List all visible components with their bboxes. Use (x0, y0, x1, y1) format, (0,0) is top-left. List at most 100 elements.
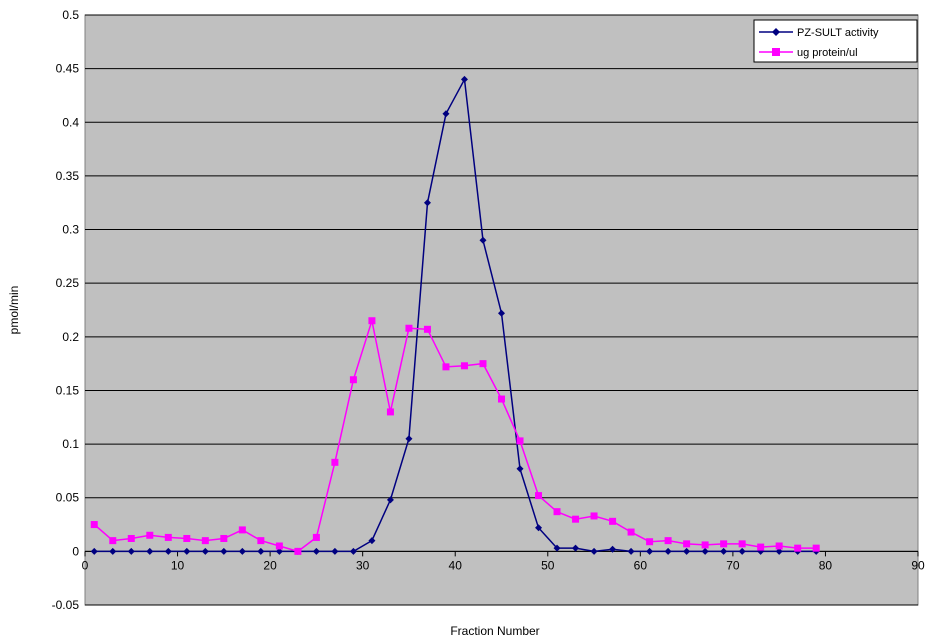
x-tick-label: 70 (726, 558, 740, 572)
data-point (460, 362, 468, 370)
data-point (757, 543, 765, 551)
data-point (183, 547, 191, 555)
data-point (423, 199, 431, 207)
data-point (312, 547, 320, 555)
data-point (683, 547, 691, 555)
data-point (664, 547, 672, 555)
data-point (405, 435, 413, 443)
x-tick-label: 60 (634, 558, 648, 572)
data-point (109, 547, 117, 555)
data-point (627, 528, 635, 536)
data-point (442, 110, 450, 118)
data-point (146, 531, 154, 539)
data-point (516, 465, 524, 473)
legend-box (753, 19, 918, 63)
data-point (498, 309, 505, 317)
x-tick-label: 30 (356, 558, 370, 572)
data-point (368, 537, 376, 545)
x-tick-label: 0 (82, 558, 89, 572)
data-point (627, 547, 635, 555)
data-point (442, 363, 450, 371)
y-tick-label: 0 (72, 544, 79, 558)
data-point (423, 325, 431, 333)
data-point (775, 547, 783, 555)
x-tick-label: 50 (541, 558, 555, 572)
legend: PZ-SULT activity ug protein/ul (753, 19, 918, 63)
data-point (201, 547, 209, 555)
data-point (220, 547, 228, 555)
y-axis-title: pmol/min (7, 286, 21, 335)
data-point (590, 512, 598, 520)
data-point (201, 537, 209, 545)
data-point (553, 544, 561, 552)
data-point (349, 547, 357, 555)
data-point (701, 547, 709, 555)
series-0 (90, 75, 820, 555)
data-point (220, 534, 228, 542)
data-point (331, 547, 339, 555)
data-point (146, 547, 154, 555)
y-ticks: -0.05 0 0.05 0.1 0.15 0.2 0.25 0.3 0.35 0.4 0.45 0.… (52, 8, 80, 612)
legend-marker-protein (772, 48, 780, 56)
data-point (479, 236, 487, 244)
data-point (109, 537, 117, 545)
data-point (127, 547, 135, 555)
data-point (90, 521, 98, 529)
data-point (701, 541, 709, 549)
y-tick-label: 0.4 (62, 115, 79, 129)
data-point (183, 534, 191, 542)
series-line-1 (93, 320, 817, 553)
y-tick-label: 0.1 (62, 437, 79, 451)
data-point (590, 547, 598, 555)
y-tick-label: 0.25 (56, 276, 80, 290)
data-point (646, 538, 654, 546)
data-point (738, 540, 746, 548)
data-point (349, 376, 357, 384)
data-point (90, 547, 98, 555)
y-tick-label: 0.15 (56, 383, 80, 397)
series-line-0 (94, 76, 817, 553)
y-tick-label: 0.45 (56, 62, 80, 76)
data-point (294, 547, 302, 555)
data-point (646, 547, 654, 555)
x-tick-label: 90 (911, 558, 925, 572)
data-point (164, 533, 172, 541)
legend-label-protein: ug protein/ul (797, 47, 858, 59)
legend-marker-pz-sult (772, 28, 780, 36)
data-point (460, 75, 468, 83)
legend-label-pz-sult: PZ-SULT activity (797, 27, 879, 39)
data-point (331, 458, 339, 466)
data-point (775, 542, 783, 550)
data-point (738, 547, 746, 555)
data-point (238, 547, 246, 555)
data-point (794, 544, 802, 552)
data-point (572, 515, 580, 523)
data-point (664, 537, 672, 545)
x-tick-label: 80 (819, 558, 833, 572)
data-point (405, 324, 413, 332)
data-point (609, 517, 617, 525)
data-point (572, 544, 580, 552)
data-point (720, 540, 728, 548)
data-point (516, 437, 524, 445)
data-point (386, 408, 394, 416)
data-point (164, 547, 172, 555)
data-point (683, 540, 691, 548)
x-tick-label: 40 (449, 558, 463, 572)
y-tick-label: 0.3 (62, 223, 79, 237)
data-point (238, 526, 246, 534)
data-point (312, 533, 320, 541)
data-point (812, 544, 820, 552)
data-point (498, 395, 505, 403)
data-point (386, 496, 394, 504)
data-point (720, 547, 728, 555)
data-point (553, 508, 561, 516)
x-tick-label: 10 (171, 558, 185, 572)
x-ticks: 0 10 20 30 40 50 60 70 80 90 (82, 551, 925, 572)
y-tick-label: 0.5 (62, 8, 79, 22)
series-layer (90, 75, 820, 555)
data-point (257, 547, 265, 555)
data-point (479, 360, 487, 368)
y-tick-label: 0.05 (56, 491, 80, 505)
